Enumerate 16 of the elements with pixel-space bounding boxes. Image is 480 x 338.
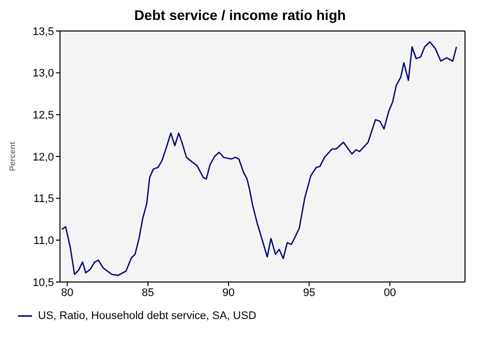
x-tick-label: 00 — [384, 286, 396, 299]
x-tick-label: 95 — [303, 286, 316, 299]
y-tick-label: 13,5 — [32, 26, 54, 38]
y-tick-label: 13,0 — [32, 68, 54, 80]
x-tick-label: 85 — [142, 286, 154, 299]
chart-title: Debt service / income ratio high — [133, 7, 347, 23]
y-tick-label: 12,0 — [32, 151, 54, 164]
line-series — [61, 41, 458, 276]
x-tick-label: 90 — [222, 286, 235, 299]
y-tick-label: 11,5 — [33, 193, 54, 206]
y-tick-label: 10,5 — [32, 276, 54, 289]
legend-label: US, Ratio, Household debt service, SA, USD — [38, 310, 256, 322]
y-tick-label: 11,0 — [33, 235, 54, 248]
y-axis-title: Percent — [8, 141, 17, 172]
y-tick-label: 12,5 — [32, 110, 54, 122]
x-tick-label: 80 — [61, 286, 74, 299]
